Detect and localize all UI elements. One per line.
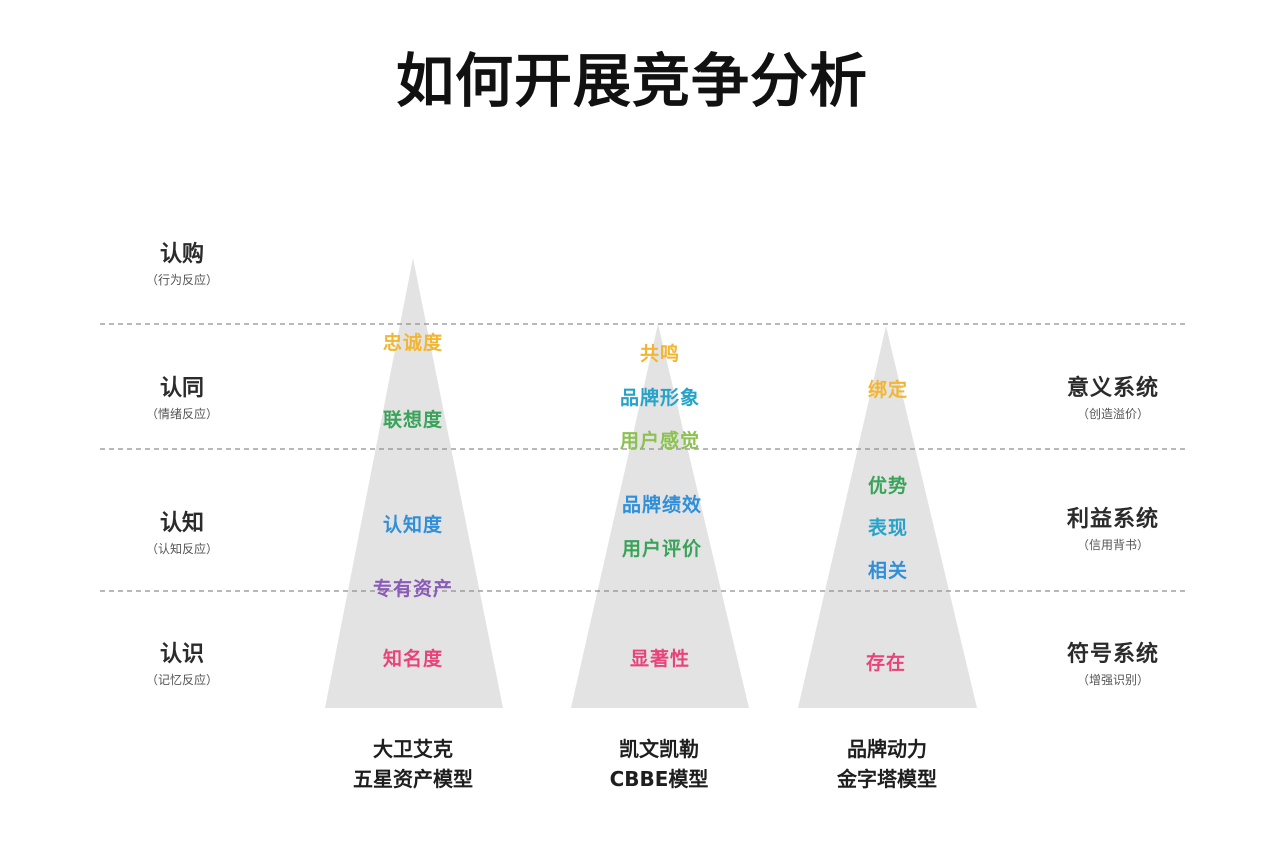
level-sub: （情绪反应） <box>145 407 218 421</box>
pyramid-aaker <box>325 258 503 708</box>
level-label: 认购 <box>159 242 204 267</box>
aaker-loyalty: 忠诚度 <box>382 332 444 354</box>
model-name-line: 凯文凯勒 <box>619 737 699 761</box>
aaker-awareness: 认知度 <box>382 514 444 536</box>
level-purchase: 认购 （行为反应） <box>107 236 257 288</box>
model-name-brand-dynamics: 品牌动力 金字塔模型 <box>777 734 997 794</box>
system-sub: （创造溢价） <box>1076 407 1149 421</box>
model-name-line: CBBE模型 <box>609 767 709 791</box>
level-label: 认同 <box>159 376 204 401</box>
cbbe-performance: 品牌绩效 <box>621 494 703 516</box>
model-name-line: 金字塔模型 <box>837 767 937 791</box>
dynamics-performance: 表现 <box>867 517 909 539</box>
model-name-cbbe: 凯文凯勒 CBBE模型 <box>549 734 769 794</box>
system-sub: （信用背书） <box>1076 538 1149 552</box>
model-name-line: 大卫艾克 <box>373 737 453 761</box>
model-name-line: 品牌动力 <box>847 737 927 761</box>
system-benefit: 利益系统 （信用背书） <box>1028 501 1198 553</box>
pyramid-brand-dynamics <box>798 326 977 708</box>
dynamics-relevance: 相关 <box>867 560 909 582</box>
system-label: 符号系统 <box>1066 642 1159 667</box>
aaker-association: 联想度 <box>382 409 444 431</box>
cbbe-salience: 显著性 <box>629 648 691 670</box>
pyramid-cbbe <box>571 324 749 708</box>
level-identification: 认同 （情绪反应） <box>107 370 257 422</box>
aaker-brand-awareness: 知名度 <box>382 648 444 670</box>
dynamics-bonding: 绑定 <box>867 379 909 401</box>
system-label: 利益系统 <box>1066 507 1159 532</box>
level-cognition: 认知 （认知反应） <box>107 505 257 557</box>
level-label: 认知 <box>159 511 204 536</box>
system-label: 意义系统 <box>1066 376 1159 401</box>
system-symbol: 符号系统 （增强识别） <box>1028 636 1198 688</box>
cbbe-judgments: 用户评价 <box>621 538 703 560</box>
system-meaning: 意义系统 （创造溢价） <box>1028 370 1198 422</box>
level-recognition: 认识 （记忆反应） <box>107 636 257 688</box>
level-label: 认识 <box>159 642 204 667</box>
page-title: 如何开展竞争分析 <box>395 47 868 115</box>
level-sub: （记忆反应） <box>145 673 218 687</box>
model-name-aaker: 大卫艾克 五星资产模型 <box>303 734 523 794</box>
level-sub: （认知反应） <box>145 542 218 556</box>
cbbe-imagery: 品牌形象 <box>619 387 701 409</box>
system-sub: （增强识别） <box>1076 673 1149 687</box>
dynamics-presence: 存在 <box>865 652 907 674</box>
dynamics-advantage: 优势 <box>867 475 909 497</box>
cbbe-feelings: 用户感觉 <box>619 430 701 452</box>
cbbe-resonance: 共鸣 <box>639 343 681 365</box>
aaker-proprietary-assets: 专有资产 <box>372 578 454 600</box>
model-name-line: 五星资产模型 <box>353 767 473 791</box>
level-sub: （行为反应） <box>145 273 218 287</box>
